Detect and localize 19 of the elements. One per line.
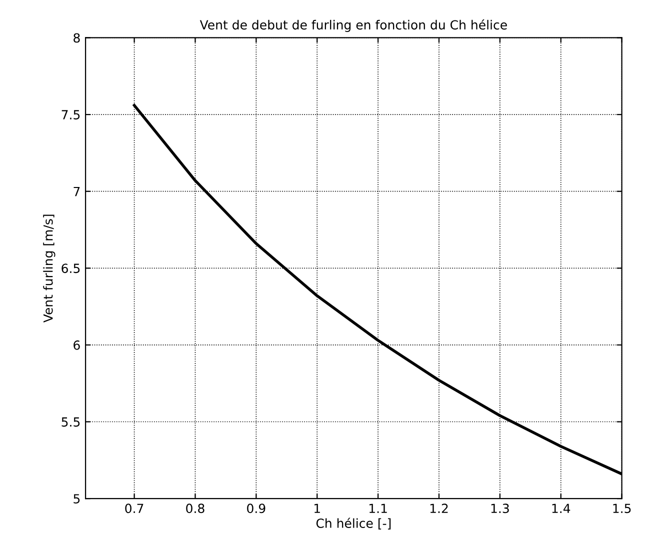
- x-tick-label: 1.4: [552, 504, 570, 513]
- x-tick-label: 1.1: [369, 504, 387, 513]
- x-tick-label: 0.9: [247, 504, 266, 514]
- chart-title: Vent de debut de furling en fonction du Ch hélice: [200, 19, 507, 32]
- y-tick-label: 6: [74, 340, 80, 350]
- x-axis-title: Ch hélice [-]: [316, 518, 391, 530]
- x-tick-label: 1: [314, 504, 320, 513]
- y-tick-label: 6.5: [62, 264, 80, 274]
- x-tick-label: 0.7: [125, 504, 144, 514]
- y-tick-label: 5: [74, 494, 80, 504]
- x-tick-label: 0.8: [186, 504, 204, 514]
- y-tick-label: 7: [74, 186, 80, 196]
- x-tick-label: 1.5: [613, 504, 631, 514]
- x-tick-label: 1.2: [430, 504, 448, 513]
- y-tick-label: 7.5: [62, 110, 80, 120]
- y-axis-title: Vent furling [m/s]: [43, 214, 56, 323]
- x-tick-label: 1.3: [491, 504, 509, 514]
- y-tick-label: 5.5: [62, 417, 80, 427]
- y-tick-label: 8: [74, 33, 80, 43]
